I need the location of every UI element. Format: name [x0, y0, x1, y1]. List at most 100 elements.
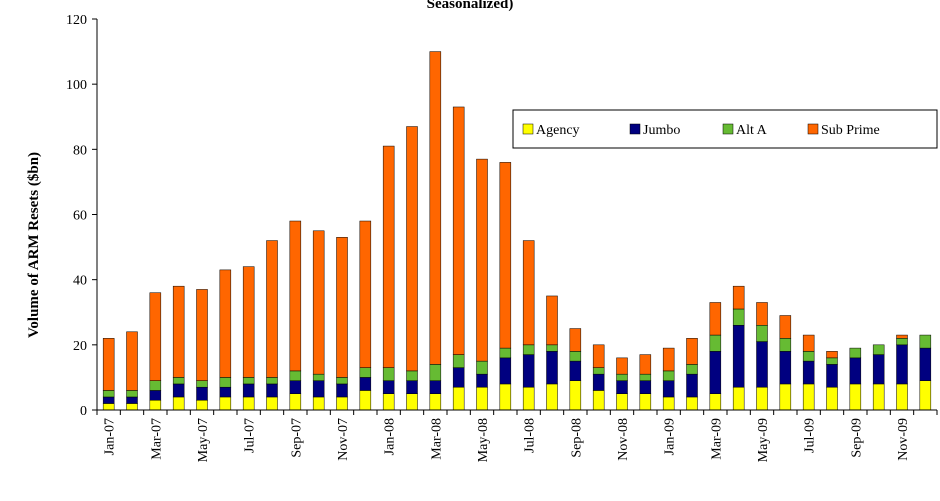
- bar-segment-jumbo: [476, 373, 488, 388]
- bar-segment-jumbo: [522, 354, 535, 388]
- bar-segment-alt-a: [592, 367, 605, 375]
- bar-segment-jumbo: [639, 380, 652, 394]
- bar-segment-sub-prime: [522, 240, 535, 346]
- bar-segment-agency: [639, 393, 652, 411]
- bar-segment-jumbo: [709, 351, 722, 394]
- bar-segment-sub-prime: [826, 351, 838, 359]
- bar-segment-jumbo: [802, 360, 815, 385]
- bar-segment-alt-a: [709, 334, 722, 352]
- legend-swatch: [722, 123, 734, 135]
- bar-segment-agency: [289, 393, 302, 411]
- bar-segment-alt-a: [546, 344, 558, 352]
- bar-segment-agency: [709, 393, 722, 411]
- bar-segment-agency: [359, 390, 372, 411]
- bar-segment-agency: [219, 396, 232, 411]
- bar-segment-agency: [102, 403, 115, 411]
- bar-segment-sub-prime: [499, 162, 512, 349]
- bar-segment-agency: [172, 396, 185, 411]
- bar-segment-jumbo: [242, 383, 255, 398]
- bar-segment-jumbo: [289, 380, 302, 394]
- bar-segment-jumbo: [266, 383, 278, 398]
- x-tick-label: Sep-07: [289, 418, 304, 458]
- bar-segment-agency: [266, 396, 278, 411]
- x-tick-label: Jul-08: [523, 418, 538, 453]
- x-tick-label: Jan-08: [383, 418, 398, 455]
- bar-segment-sub-prime: [149, 292, 162, 381]
- bar-segment-jumbo: [732, 325, 745, 388]
- legend-swatch: [522, 123, 534, 135]
- bar-segment-agency: [756, 386, 768, 411]
- bar-segment-agency: [826, 386, 838, 411]
- bar-segment-jumbo: [686, 373, 698, 398]
- bar-segment-alt-a: [522, 344, 535, 355]
- bar-segment-agency: [569, 380, 582, 411]
- chart-title: Seasonalized): [427, 0, 514, 12]
- y-tick-label: 0: [80, 404, 87, 419]
- x-tick-label: Nov-07: [336, 418, 351, 461]
- legend-entry-label: Agency: [536, 123, 580, 138]
- bar-segment-alt-a: [242, 377, 255, 385]
- x-tick-label: Mar-09: [709, 418, 724, 460]
- bar-segment-sub-prime: [102, 338, 115, 391]
- bar-segment-jumbo: [126, 396, 138, 404]
- bar-segment-jumbo: [826, 364, 838, 388]
- bar-segment-jumbo: [499, 357, 512, 385]
- bar-segment-alt-a: [756, 325, 768, 342]
- bar-segment-alt-a: [452, 354, 465, 368]
- bar-segment-jumbo: [452, 367, 465, 388]
- bar-segment-jumbo: [149, 390, 162, 401]
- bar-segment-alt-a: [639, 373, 652, 381]
- bar-segment-agency: [522, 386, 535, 411]
- bar-segment-alt-a: [266, 377, 278, 385]
- bar-segment-alt-a: [872, 344, 885, 355]
- bar-segment-agency: [546, 383, 558, 411]
- bar-segment-sub-prime: [266, 240, 278, 378]
- bar-segment-sub-prime: [709, 302, 722, 336]
- bar-segment-sub-prime: [219, 269, 232, 378]
- bar-segment-sub-prime: [172, 285, 185, 378]
- bar-segment-sub-prime: [289, 220, 302, 372]
- bar-segment-agency: [196, 399, 208, 411]
- bar-segment-jumbo: [779, 351, 792, 385]
- bar-segment-sub-prime: [569, 328, 582, 352]
- bar-segment-sub-prime: [896, 334, 908, 339]
- legend-entry-label: Sub Prime: [821, 123, 880, 138]
- bar-segment-alt-a: [569, 351, 582, 362]
- bar-segment-agency: [382, 393, 395, 411]
- bar-segment-alt-a: [406, 370, 418, 381]
- x-tick-label: Sep-09: [849, 418, 864, 458]
- bar-segment-alt-a: [826, 357, 838, 365]
- bar-segment-jumbo: [896, 344, 908, 385]
- bar-segment-alt-a: [102, 390, 115, 398]
- bar-segment-agency: [242, 396, 255, 411]
- bar-segment-jumbo: [219, 386, 232, 398]
- bar-segment-alt-a: [172, 377, 185, 385]
- legend-swatch: [807, 123, 819, 135]
- bar-segment-sub-prime: [476, 158, 488, 362]
- bar-segment-alt-a: [499, 347, 512, 359]
- bar-segment-alt-a: [662, 370, 675, 381]
- bar-segment-sub-prime: [592, 344, 605, 368]
- bar-segment-agency: [126, 403, 138, 411]
- bar-segment-sub-prime: [546, 295, 558, 346]
- bars-layer: [102, 51, 932, 411]
- legend-swatch: [629, 123, 641, 135]
- bar-segment-alt-a: [919, 334, 932, 349]
- bar-segment-agency: [919, 380, 932, 411]
- bar-segment-jumbo: [592, 373, 605, 391]
- bar-segment-agency: [779, 383, 792, 411]
- bar-segment-agency: [802, 383, 815, 411]
- bar-segment-agency: [312, 396, 325, 411]
- bar-segment-agency: [616, 393, 628, 411]
- bar-segment-agency: [732, 386, 745, 411]
- bar-segment-alt-a: [359, 367, 372, 378]
- bar-segment-alt-a: [312, 373, 325, 381]
- legend-entry-label: Jumbo: [643, 123, 680, 138]
- bar-segment-sub-prime: [779, 315, 792, 339]
- x-tick-label: Nov-09: [896, 418, 911, 461]
- bar-segment-sub-prime: [616, 357, 628, 375]
- bar-segment-alt-a: [686, 364, 698, 375]
- bar-segment-sub-prime: [196, 289, 208, 381]
- bar-segment-jumbo: [336, 383, 348, 398]
